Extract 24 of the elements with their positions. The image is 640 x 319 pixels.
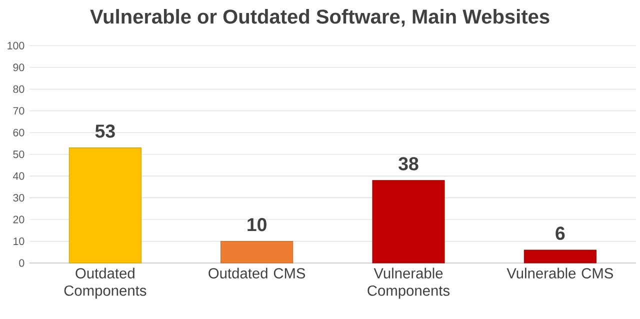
- chart-title: Vulnerable or Outdated Software, Main Websites: [90, 9, 550, 27]
- y-tick-label: 40: [13, 172, 24, 180]
- bar: [524, 250, 596, 264]
- y-tick-label: 70: [13, 107, 24, 115]
- x-tick-label: Vulnerable CMS: [506, 268, 613, 278]
- y-tick-label: 90: [13, 64, 24, 72]
- y-tick-label: 30: [13, 194, 24, 202]
- x-tick-label: Outdated CMS: [208, 268, 306, 278]
- bar: [372, 180, 445, 264]
- y-tick-label: 50: [13, 150, 24, 158]
- x-tick-label: Outdated Components: [64, 268, 146, 299]
- y-tick-label: 80: [13, 85, 24, 93]
- data-label: 10: [248, 218, 266, 232]
- data-label: 6: [556, 226, 565, 240]
- data-label: 38: [398, 157, 418, 170]
- data-label: 53: [95, 124, 115, 138]
- bar: [68, 148, 142, 264]
- y-tick-label: 10: [14, 237, 24, 246]
- y-tick-label: 60: [13, 128, 24, 136]
- x-tick-label: Vulnerable Components: [368, 268, 450, 299]
- y-tick-label: 0: [19, 259, 24, 267]
- y-tick-label: 100: [8, 42, 24, 50]
- y-tick-label: 20: [13, 216, 24, 224]
- bar: [220, 240, 294, 264]
